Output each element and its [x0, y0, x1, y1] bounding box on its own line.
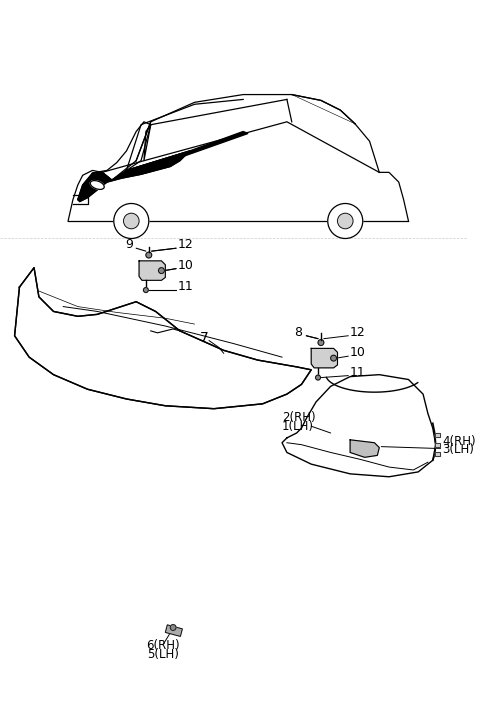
Text: 4(RH): 4(RH) — [443, 435, 476, 447]
Circle shape — [318, 339, 324, 346]
Ellipse shape — [90, 181, 104, 189]
Polygon shape — [139, 261, 165, 281]
Polygon shape — [78, 151, 190, 202]
Text: 10: 10 — [350, 346, 366, 359]
Text: 8: 8 — [295, 326, 302, 339]
Text: 9: 9 — [125, 239, 133, 252]
Text: 7: 7 — [200, 331, 209, 344]
Bar — [435, 433, 440, 437]
Bar — [435, 452, 440, 456]
Polygon shape — [282, 375, 436, 477]
Polygon shape — [350, 440, 379, 457]
Text: 3(LH): 3(LH) — [443, 444, 474, 457]
Text: 10: 10 — [178, 259, 194, 272]
Polygon shape — [14, 268, 311, 409]
Bar — [435, 452, 440, 456]
Polygon shape — [112, 131, 248, 180]
Text: 11: 11 — [178, 280, 194, 293]
Circle shape — [123, 213, 139, 229]
Bar — [435, 443, 440, 447]
Bar — [435, 433, 440, 437]
Text: 1(LH): 1(LH) — [282, 420, 314, 433]
Circle shape — [315, 375, 321, 380]
Circle shape — [328, 204, 363, 239]
Bar — [165, 625, 182, 637]
Text: 11: 11 — [350, 365, 366, 378]
Circle shape — [114, 204, 149, 239]
Text: 5(LH): 5(LH) — [147, 647, 180, 660]
Circle shape — [170, 625, 176, 631]
Circle shape — [158, 268, 164, 273]
Bar — [435, 443, 440, 447]
Circle shape — [337, 213, 353, 229]
Circle shape — [144, 288, 148, 292]
Text: 6(RH): 6(RH) — [146, 639, 180, 652]
Bar — [165, 625, 182, 637]
Text: 12: 12 — [178, 239, 194, 252]
Text: 12: 12 — [350, 326, 366, 339]
Polygon shape — [311, 349, 337, 368]
Circle shape — [331, 355, 336, 361]
Circle shape — [146, 252, 152, 258]
Text: 2(RH): 2(RH) — [282, 411, 316, 424]
